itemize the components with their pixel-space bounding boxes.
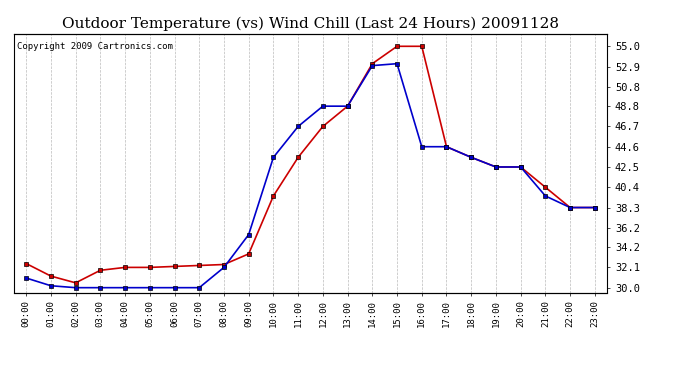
Title: Outdoor Temperature (vs) Wind Chill (Last 24 Hours) 20091128: Outdoor Temperature (vs) Wind Chill (Las…	[62, 17, 559, 31]
Text: Copyright 2009 Cartronics.com: Copyright 2009 Cartronics.com	[17, 42, 172, 51]
